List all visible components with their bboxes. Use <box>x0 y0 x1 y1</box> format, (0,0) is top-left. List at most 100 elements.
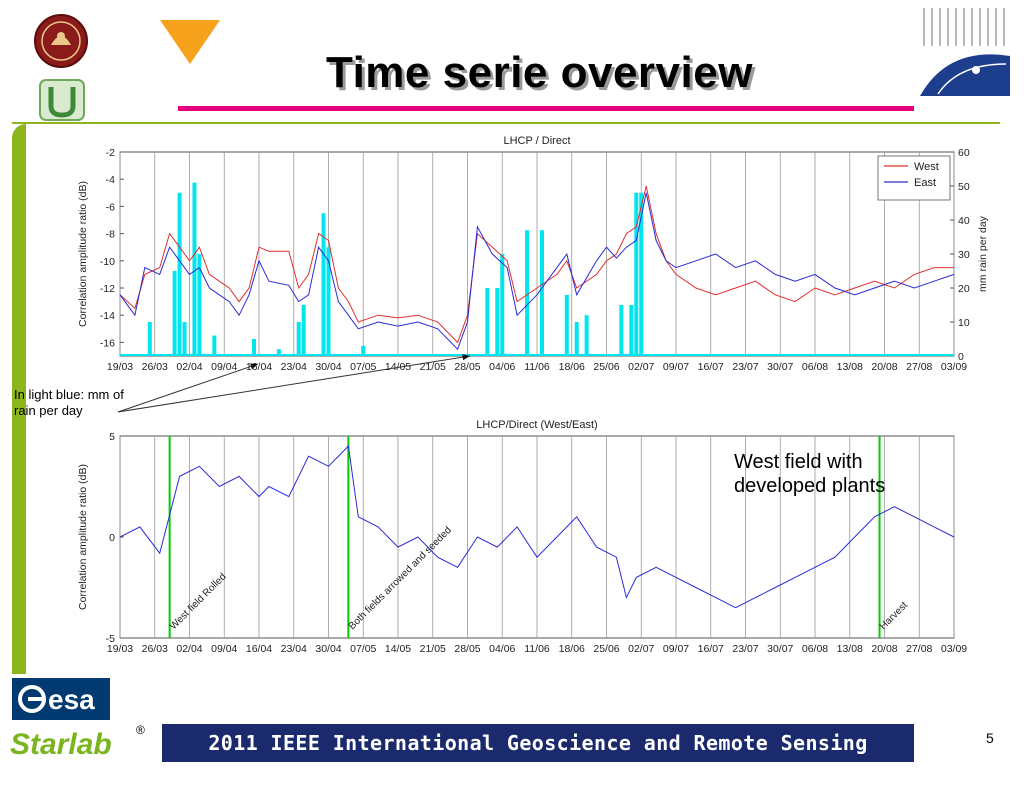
x-tick-label: 23/07 <box>732 643 758 655</box>
rain-bar <box>212 335 217 356</box>
x-tick-label: 25/06 <box>593 361 619 373</box>
y-axis-label: Correlation amplitude ratio (dB) <box>77 464 89 610</box>
y-tick-label: -10 <box>100 256 115 268</box>
x-tick-label: 27/08 <box>906 643 932 655</box>
rain-bar <box>495 288 500 356</box>
y-tick-label: -8 <box>106 229 115 241</box>
series-line <box>119 445 955 609</box>
x-tick-label: 19/03 <box>107 643 133 655</box>
x-tick-label: 07/05 <box>350 643 376 655</box>
starlab-logo-text: Starlab <box>10 728 112 761</box>
slide-title: Time serie overview <box>326 48 753 97</box>
university-seal-logo <box>34 14 88 68</box>
x-tick-label: 13/08 <box>837 361 863 373</box>
annotation-arrowhead <box>250 363 258 370</box>
legend-label: East <box>914 177 936 189</box>
legend-label: West <box>914 161 939 173</box>
x-tick-label: 28/05 <box>454 361 480 373</box>
rain-bar <box>321 213 326 356</box>
x-tick-label: 09/04 <box>211 643 237 655</box>
esa-logo-text: esa <box>48 684 95 715</box>
x-tick-label: 07/05 <box>350 361 376 373</box>
y-tick-label: -2 <box>106 147 115 159</box>
rain-bar <box>301 305 306 356</box>
y-tick-label: -14 <box>100 310 115 322</box>
y2-tick-label: 40 <box>958 215 970 227</box>
y-tick-label: 0 <box>109 532 115 544</box>
x-tick-label: 02/04 <box>176 643 202 655</box>
rain-bar <box>197 254 202 356</box>
rain-bar <box>182 322 187 356</box>
rain-bar <box>500 254 505 356</box>
x-tick-label: 30/07 <box>767 643 793 655</box>
rain-bar <box>192 182 197 356</box>
x-tick-label: 30/04 <box>315 361 341 373</box>
x-tick-label: 27/08 <box>906 361 932 373</box>
rain-bar <box>639 192 644 356</box>
y-tick-label: -16 <box>100 337 115 349</box>
y-tick-label: -6 <box>106 201 115 213</box>
legend-box <box>877 155 951 201</box>
y2-tick-label: 30 <box>958 249 970 261</box>
page-number: 5 <box>986 730 994 746</box>
x-tick-label: 19/03 <box>107 361 133 373</box>
conference-globe-logo <box>920 8 1010 96</box>
rain-bar <box>485 288 490 356</box>
time-series-charts: 19/03 26/03 02/04 09/04 16/04 23/04 30/04 07/05… <box>77 135 989 655</box>
y2-tick-label: 50 <box>958 181 970 193</box>
x-tick-label: 04/06 <box>489 643 515 655</box>
y-tick-label: 5 <box>109 431 115 443</box>
starlab-logo: Starlab ® <box>10 723 145 761</box>
rain-bar <box>147 322 152 356</box>
left-green-bar <box>12 124 26 674</box>
annotation-arrowhead <box>462 354 470 361</box>
x-tick-label: 16/07 <box>698 361 724 373</box>
x-tick-label: 25/06 <box>593 643 619 655</box>
rain-bar <box>574 322 579 356</box>
x-tick-label: 30/04 <box>315 643 341 655</box>
orange-triangle-icon <box>160 20 220 64</box>
x-tick-label: 18/06 <box>559 643 585 655</box>
y-tick-label: -4 <box>106 174 115 186</box>
rain-bar <box>326 247 331 356</box>
rain-bar <box>276 349 281 356</box>
y2-axis-label: mm rain per day <box>977 215 989 292</box>
x-tick-label: 21/05 <box>420 643 446 655</box>
x-tick-label: 16/07 <box>698 643 724 655</box>
title-rule <box>178 106 914 111</box>
x-tick-label: 26/03 <box>142 361 168 373</box>
rain-bar <box>361 345 366 356</box>
x-tick-label: 03/09 <box>941 361 967 373</box>
x-tick-label: 23/04 <box>281 361 307 373</box>
y-tick-label: -5 <box>106 633 115 645</box>
rain-bar <box>619 305 624 356</box>
x-tick-label: 13/08 <box>837 643 863 655</box>
x-tick-label: 23/04 <box>281 643 307 655</box>
y-tick-label: -12 <box>100 283 115 295</box>
series-line <box>119 192 955 351</box>
x-tick-label: 09/04 <box>211 361 237 373</box>
university-u-logo <box>39 79 85 121</box>
rain-bar <box>177 192 182 356</box>
x-tick-label: 18/06 <box>559 361 585 373</box>
annotation-arrow <box>117 363 259 413</box>
registered-mark: ® <box>136 723 145 737</box>
x-tick-label: 20/08 <box>871 643 897 655</box>
rain-bar <box>252 339 257 356</box>
y2-tick-label: 20 <box>958 283 970 295</box>
rain-bar <box>584 315 589 356</box>
rain-bar <box>539 230 544 356</box>
x-tick-label: 23/07 <box>732 361 758 373</box>
x-tick-label: 11/06 <box>524 361 550 373</box>
annotation-arrows <box>117 354 471 413</box>
x-tick-label: 14/05 <box>385 643 411 655</box>
rain-bar <box>172 271 177 356</box>
x-tick-label: 09/07 <box>663 361 689 373</box>
x-tick-label: 02/07 <box>628 361 654 373</box>
x-tick-label: 16/04 <box>246 643 272 655</box>
rain-annotation: In light blue: mm of rain per day <box>14 387 124 418</box>
x-tick-label: 06/08 <box>802 643 828 655</box>
x-tick-label: 20/08 <box>871 361 897 373</box>
annotation-arrow <box>117 355 471 413</box>
rain-bar <box>629 305 634 356</box>
